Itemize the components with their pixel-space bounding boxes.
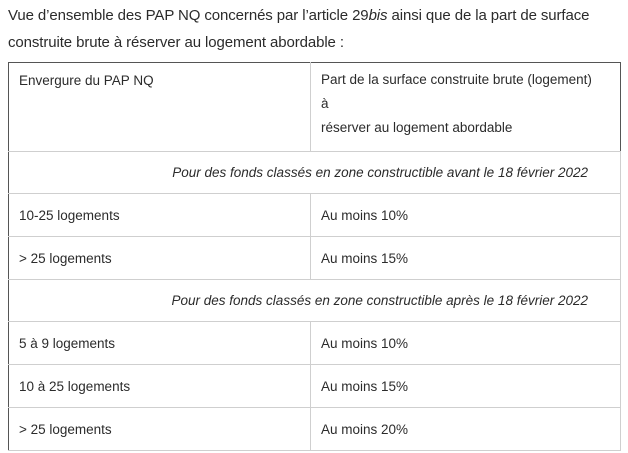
header-part-surface: Part de la surface construite brute (log…: [310, 62, 621, 152]
intro-text-end: ainsi que de la part de surface construi…: [8, 7, 590, 51]
table-row: 5 à 9 logements Au moins 10%: [8, 321, 621, 365]
header-part-line-3: réserver au logement abordable: [321, 120, 513, 135]
section-row-avant: Pour des fonds classés en zone construct…: [8, 151, 621, 194]
pap-nq-table: Envergure du PAP NQ Part de la surface c…: [8, 62, 621, 451]
cell-envergure: 10 à 25 logements: [8, 364, 311, 408]
cell-part: Au moins 10%: [310, 193, 621, 237]
intro-paragraph: Vue d’ensemble des PAP NQ concernés par …: [8, 2, 620, 56]
table-header-row: Envergure du PAP NQ Part de la surface c…: [8, 62, 621, 152]
cell-envergure: 5 à 9 logements: [8, 321, 311, 365]
table-row: > 25 logements Au moins 20%: [8, 407, 621, 451]
intro-text-start: Vue d’ensemble des PAP NQ concernés par …: [8, 7, 369, 24]
cell-part: Au moins 15%: [310, 364, 621, 408]
intro-text-italic: bis: [368, 7, 388, 24]
header-envergure: Envergure du PAP NQ: [8, 62, 311, 152]
cell-part: Au moins 10%: [310, 321, 621, 365]
cell-envergure: > 25 logements: [8, 236, 311, 280]
table-row: 10 à 25 logements Au moins 15%: [8, 364, 621, 408]
table-row: 10-25 logements Au moins 10%: [8, 193, 621, 237]
cell-envergure: 10-25 logements: [8, 193, 311, 237]
header-part-line-1: Part de la surface construite brute (log…: [321, 72, 592, 87]
cell-part: Au moins 15%: [310, 236, 621, 280]
header-part-line-2: à: [321, 96, 329, 111]
section-title: Pour des fonds classés en zone construct…: [8, 151, 621, 194]
table-row: > 25 logements Au moins 15%: [8, 236, 621, 280]
cell-part: Au moins 20%: [310, 407, 621, 451]
section-title: Pour des fonds classés en zone construct…: [8, 279, 621, 322]
cell-envergure: > 25 logements: [8, 407, 311, 451]
section-row-apres: Pour des fonds classés en zone construct…: [8, 279, 621, 322]
